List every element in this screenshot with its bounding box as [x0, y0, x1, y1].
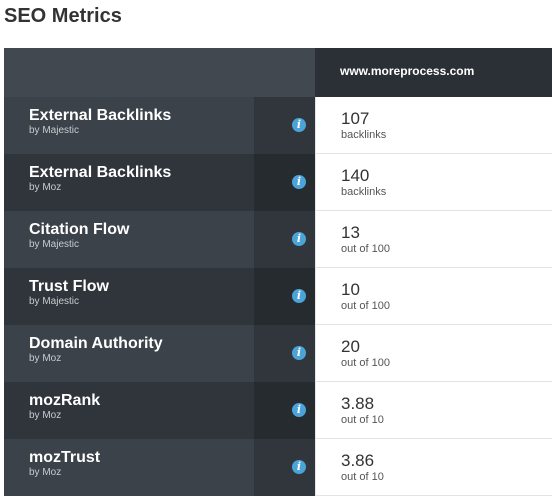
metric-unit: out of 100: [341, 300, 390, 312]
metric-value: 13: [341, 223, 360, 242]
table-row: mozTrust by Moz i 3.86 out of 10: [4, 439, 552, 496]
metric-label-cell: mozTrust by Moz i: [4, 439, 315, 496]
info-icon[interactable]: i: [292, 460, 306, 474]
header-blank-cell: [4, 48, 315, 97]
info-icon[interactable]: i: [292, 232, 306, 246]
metric-value: 107: [341, 109, 370, 128]
table-header: www.moreprocess.com: [4, 48, 552, 97]
metric-rows: External Backlinks by Majestic i 107 bac…: [4, 97, 552, 496]
metric-source: by Moz: [29, 467, 62, 478]
metric-value-cell: 107 backlinks: [315, 97, 552, 154]
metric-value-cell: 140 backlinks: [315, 154, 552, 211]
metric-unit: out of 100: [341, 357, 390, 369]
metric-label-cell: External Backlinks by Majestic i: [4, 97, 315, 154]
table-row: External Backlinks by Moz i 140 backlink…: [4, 154, 552, 211]
info-icon[interactable]: i: [292, 118, 306, 132]
metric-value: 140: [341, 166, 370, 185]
table-row: mozRank by Moz i 3.88 out of 10: [4, 382, 552, 439]
table-row: Trust Flow by Majestic i 10 out of 100: [4, 268, 552, 325]
metric-label-cell: mozRank by Moz i: [4, 382, 315, 439]
metric-name: External Backlinks: [29, 107, 172, 124]
metric-source: by Moz: [29, 353, 62, 364]
metric-label-cell: Trust Flow by Majestic i: [4, 268, 315, 325]
metric-source: by Majestic: [29, 296, 80, 307]
metric-value: 20: [341, 337, 360, 356]
metric-label-cell: Domain Authority by Moz i: [4, 325, 315, 382]
metric-value-cell: 3.88 out of 10: [315, 382, 552, 439]
info-icon[interactable]: i: [292, 175, 306, 189]
metric-source: by Moz: [29, 410, 62, 421]
table-row: Domain Authority by Moz i 20 out of 100: [4, 325, 552, 382]
metric-label-cell: Citation Flow by Majestic i: [4, 211, 315, 268]
metric-value-cell: 20 out of 100: [315, 325, 552, 382]
metric-label-cell: External Backlinks by Moz i: [4, 154, 315, 211]
metric-unit: backlinks: [341, 129, 387, 141]
table-row: Citation Flow by Majestic i 13 out of 10…: [4, 211, 552, 268]
metric-unit: out of 100: [341, 243, 390, 255]
site-column-header: www.moreprocess.com: [315, 48, 552, 97]
metric-name: Trust Flow: [29, 278, 109, 295]
metric-value-cell: 13 out of 100: [315, 211, 552, 268]
metric-source: by Majestic: [29, 239, 80, 250]
page-title: SEO Metrics: [4, 5, 122, 27]
info-icon[interactable]: i: [292, 346, 306, 360]
metric-name: Domain Authority: [29, 335, 163, 352]
metric-name: External Backlinks: [29, 164, 172, 181]
metric-value: 3.88: [341, 394, 375, 413]
metric-name: Citation Flow: [29, 221, 130, 238]
metric-value: 10: [341, 280, 360, 299]
metric-unit: backlinks: [341, 186, 387, 198]
metric-value-cell: 10 out of 100: [315, 268, 552, 325]
metric-value-cell: 3.86 out of 10: [315, 439, 552, 496]
info-icon[interactable]: i: [292, 289, 306, 303]
metric-source: by Majestic: [29, 125, 80, 136]
info-icon[interactable]: i: [292, 403, 306, 417]
table-row: External Backlinks by Majestic i 107 bac…: [4, 97, 552, 154]
metric-unit: out of 10: [341, 471, 384, 483]
metric-name: mozTrust: [29, 449, 101, 466]
metrics-table: www.moreprocess.com External Backlinks b…: [4, 48, 552, 496]
metric-name: mozRank: [29, 392, 101, 409]
metric-value: 3.86: [341, 451, 375, 470]
metric-unit: out of 10: [341, 414, 384, 426]
metric-source: by Moz: [29, 182, 62, 193]
